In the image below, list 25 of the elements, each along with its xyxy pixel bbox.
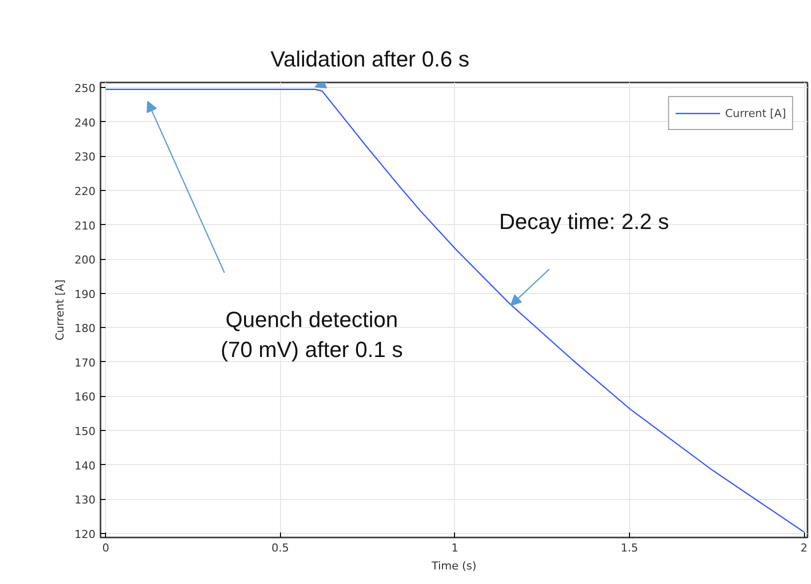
y-axis-title: Current [A] <box>54 280 67 340</box>
y-tick-label: 240 <box>74 116 96 130</box>
x-tick-label: 1 <box>451 542 458 554</box>
annotation: Decay time: 2.2 s <box>499 208 670 234</box>
legend-label: Current [A] <box>725 106 786 120</box>
x-tick-label: 1.5 <box>620 542 638 554</box>
y-tick-label: 130 <box>74 494 96 507</box>
y-tick-label: 250 <box>74 82 96 96</box>
y-tick-label: 180 <box>74 322 96 336</box>
y-tick-label: 170 <box>74 356 96 370</box>
x-tick-label: 2 <box>800 542 808 554</box>
y-tick-label: 200 <box>74 254 96 267</box>
y-tick-label: 160 <box>74 390 96 404</box>
y-tick-label: 140 <box>74 459 96 472</box>
y-tick-label: 230 <box>74 150 96 164</box>
annotation: Quench detection (70 mV) after 0.1 s <box>220 307 403 362</box>
y-tick-label: 120 <box>74 528 96 541</box>
y-tick-label: 210 <box>74 219 96 232</box>
y-tick-label: 190 <box>74 288 96 301</box>
x-tick-label: 0 <box>102 542 110 554</box>
x-tick-label: 0.5 <box>272 542 290 554</box>
x-axis-title: Time (s) <box>430 560 476 572</box>
y-tick-label: 220 <box>74 185 96 198</box>
text: Validation after 0.6 s <box>270 46 470 72</box>
y-tick-label: 150 <box>74 425 96 438</box>
